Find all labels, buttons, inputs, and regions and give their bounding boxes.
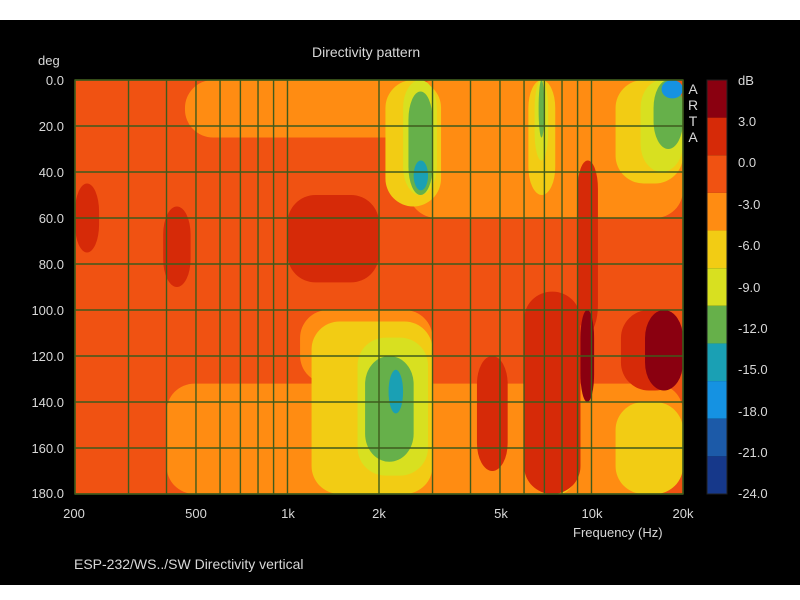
colorbar-tick-label: -9.0 xyxy=(738,280,761,295)
y-axis-unit: deg xyxy=(38,53,60,68)
y-tick-label: 140.0 xyxy=(31,395,64,410)
x-axis-label: Frequency (Hz) xyxy=(573,525,663,540)
chart-canvas xyxy=(74,79,728,495)
x-tick-label: 20k xyxy=(672,506,694,521)
plot-border xyxy=(74,79,684,495)
y-tick-label: 160.0 xyxy=(31,441,64,456)
colorbar-band xyxy=(707,268,727,306)
heatmap-region xyxy=(287,195,379,283)
chart-window: Directivity pattern deg dB Frequency (Hz… xyxy=(0,20,800,585)
arta-letter: R xyxy=(687,97,699,113)
y-tick-label: 60.0 xyxy=(38,211,64,226)
y-tick-label: 100.0 xyxy=(31,303,64,318)
colorbar-band xyxy=(707,381,727,419)
x-tick-label: 500 xyxy=(185,506,207,521)
colorbar-tick-label: -12.0 xyxy=(738,321,768,336)
heatmap-region xyxy=(184,80,433,138)
colorbar-tick-label: 3.0 xyxy=(738,114,757,129)
colorbar-tick-label: 0.0 xyxy=(738,155,757,170)
colorbar-tick-label: -24.0 xyxy=(738,486,768,501)
y-tick-label: 20.0 xyxy=(38,119,64,134)
colorbar-band xyxy=(707,117,727,156)
y-tick-label: 80.0 xyxy=(38,257,64,272)
heatmap-region xyxy=(645,310,683,391)
colorbar-tick-label: -6.0 xyxy=(738,238,761,253)
heatmap-region xyxy=(524,291,581,494)
heatmap-region xyxy=(413,160,429,191)
colorbar-border xyxy=(706,79,728,495)
heatmap-region xyxy=(538,80,545,138)
colorbar-band xyxy=(707,343,727,382)
colorbar-tick-label: -21.0 xyxy=(738,445,768,460)
colorbar-band xyxy=(707,230,727,269)
colorbar-band xyxy=(707,155,727,193)
chart-title: Directivity pattern xyxy=(312,44,421,60)
arta-letter: A xyxy=(688,129,698,145)
x-tick-label: 1k xyxy=(281,506,295,521)
colorbar-band xyxy=(707,80,727,118)
heatmap-region xyxy=(577,160,598,333)
colorbar xyxy=(706,79,728,495)
colorbar-band xyxy=(707,418,727,457)
heatmap-region xyxy=(661,80,683,99)
arta-letter: T xyxy=(688,113,698,129)
heatmap-region xyxy=(365,356,414,462)
y-tick-label: 180.0 xyxy=(31,486,64,501)
grid-lines xyxy=(74,79,684,495)
colorbar-band xyxy=(707,192,727,231)
footer-caption: ESP-232/WS../SW Directivity vertical xyxy=(74,556,304,572)
arta-letter: A xyxy=(688,81,698,97)
y-tick-label: 0.0 xyxy=(45,73,64,88)
x-tick-label: 5k xyxy=(494,506,508,521)
colorbar-tick-label: -3.0 xyxy=(738,197,761,212)
heatmap-region xyxy=(476,356,508,471)
y-tick-label: 40.0 xyxy=(38,165,64,180)
y-tick-label: 120.0 xyxy=(31,349,64,364)
x-tick-label: 10k xyxy=(581,506,603,521)
colorbar-band xyxy=(707,305,727,344)
heatmap-region xyxy=(163,206,191,287)
colorbar-unit: dB xyxy=(738,73,754,88)
x-tick-label: 2k xyxy=(372,506,386,521)
heatmap-region xyxy=(388,369,404,414)
x-tick-label: 200 xyxy=(63,506,85,521)
colorbar-tick-label: -18.0 xyxy=(738,404,768,419)
colorbar-tick-label: -15.0 xyxy=(738,362,768,377)
colorbar-band xyxy=(707,456,727,494)
